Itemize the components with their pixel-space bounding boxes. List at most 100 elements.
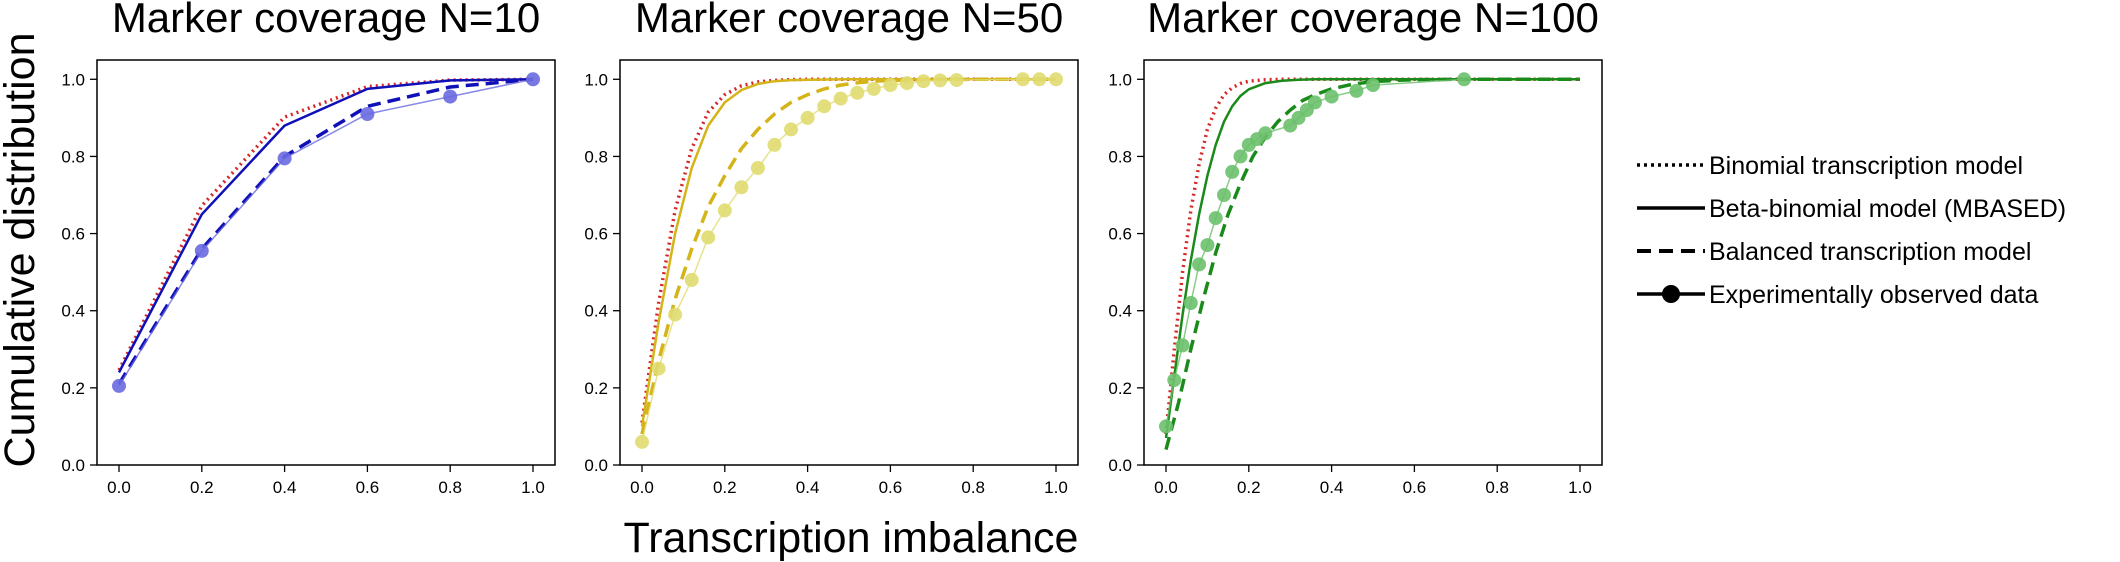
y-tick-label: 0.8 [584, 147, 608, 166]
data-point-observed-n50 [668, 307, 683, 322]
ticks-n100: 0.0 0.2 0.4 0.6 0.8 1.0 0.0 0.2 0.4 0.6 0.8 1.0 [1108, 70, 1591, 497]
data-point-observed-n100 [1159, 419, 1173, 434]
x-tick-label: 0.4 [796, 478, 820, 497]
data-point-observed-n100 [1208, 211, 1223, 226]
data-point-observed-n50 [767, 137, 782, 152]
data-point-observed-n100 [1183, 296, 1198, 310]
data-point-observed-n100 [1167, 373, 1182, 388]
legend-label-observed: Experimentally observed data [1709, 281, 2038, 309]
legend-item-beta-binomial: Beta-binomial model (MBASED) [1637, 195, 2066, 223]
ticks-n50: 0.0 0.2 0.4 0.6 0.8 1.0 0.0 0.2 0.4 0.6 0.8 1.0 [584, 70, 1067, 497]
x-tick-label: 0.0 [1154, 478, 1178, 497]
series-line-dashed-n100 [1164, 77, 1580, 451]
x-tick-label: 1.0 [1044, 478, 1068, 497]
data-point-observed-n100 [1200, 238, 1215, 253]
data-point-observed-n50 [833, 91, 848, 106]
panel-title-n100: Marker coverage N=100 [1147, 0, 1599, 41]
data-point-observed-n100 [1175, 338, 1190, 353]
y-tick-label: 1.0 [584, 70, 608, 89]
data-point-observed-n50 [784, 122, 798, 137]
x-tick-label: 0.8 [438, 478, 462, 497]
legend-label-binomial: Binomial transcription model [1709, 152, 2023, 180]
plot-area-n50 [635, 72, 1063, 449]
data-point-observed-n100 [1308, 95, 1322, 110]
y-tick-label: 0.0 [584, 456, 608, 475]
y-tick-label: 0.6 [61, 225, 85, 244]
data-point-observed-n50 [800, 110, 815, 125]
x-tick-label: 0.2 [190, 478, 214, 497]
y-tick-label: 0.6 [584, 225, 608, 244]
legend-item-observed: Experimentally observed data [1637, 281, 2038, 309]
panel-n50: 0.0 0.2 0.4 0.6 0.8 1.0 0.0 0.2 0.4 0.6 0.8 1.0 Mar… [584, 0, 1079, 497]
x-tick-label: 0.0 [630, 478, 654, 497]
legend-label-beta-binomial: Beta-binomial model (MBASED) [1709, 195, 2066, 223]
x-axis-label: Transcription imbalance [624, 514, 1079, 562]
data-point-observed-n50 [1015, 72, 1030, 87]
data-point-observed-n50 [933, 73, 948, 88]
y-tick-label: 0.4 [584, 302, 608, 321]
data-point-observed-n10 [360, 107, 375, 121]
panel-n100: 0.0 0.2 0.4 0.6 0.8 1.0 0.0 0.2 0.4 0.6 0.8 1.0 Mar… [1108, 0, 1603, 497]
series-line-observed-n10 [118, 78, 534, 387]
panel-n10: 0.0 0.2 0.4 0.6 0.8 1.0 0.0 0.2 0.4 0.6 0.8 1.0 Mar… [61, 0, 556, 497]
data-point-observed-n100 [1225, 164, 1240, 179]
legend-item-binomial: Binomial transcription model [1637, 152, 2023, 180]
y-tick-label: 0.4 [1108, 302, 1132, 321]
x-tick-label: 0.6 [356, 478, 380, 497]
series-line-solid-n100 [1164, 78, 1580, 439]
x-tick-label: 0.6 [1403, 478, 1427, 497]
data-point-observed-n100 [1192, 257, 1207, 272]
legend-label-balanced: Balanced transcription model [1709, 238, 2031, 266]
data-point-observed-n50 [866, 81, 881, 96]
y-tick-label: 0.2 [584, 379, 608, 398]
x-tick-label: 0.8 [1485, 478, 1509, 497]
data-point-observed-n100 [1258, 126, 1273, 141]
data-point-observed-n50 [717, 203, 732, 218]
axes-frame-n100 [1143, 59, 1603, 466]
axes-frame-n10 [96, 59, 556, 466]
series-line-dashed-n10 [117, 77, 534, 385]
data-point-observed-n50 [1032, 72, 1047, 87]
data-point-observed-n100 [1366, 78, 1380, 93]
y-tick-label: 0.6 [1108, 225, 1132, 244]
series-line-observed-n100 [1165, 78, 1465, 427]
plot-area-n100 [1159, 72, 1580, 451]
data-point-observed-n50 [701, 230, 716, 245]
data-point-observed-n10 [277, 151, 292, 166]
data-point-observed-n10 [526, 72, 540, 87]
x-tick-label: 1.0 [521, 478, 545, 497]
series-line-dotted-n10 [117, 77, 534, 371]
x-tick-label: 0.8 [961, 478, 985, 497]
x-tick-label: 0.6 [879, 478, 903, 497]
data-point-observed-n100 [1457, 72, 1472, 87]
data-point-observed-n100 [1349, 83, 1364, 98]
plot-area-n10 [112, 72, 540, 393]
y-tick-label: 0.4 [61, 302, 85, 321]
y-tick-label: 1.0 [1108, 70, 1132, 89]
x-tick-label: 0.2 [1237, 478, 1261, 497]
y-tick-label: 0.8 [61, 147, 85, 166]
legend-swatch-marker [1662, 285, 1680, 303]
x-tick-label: 1.0 [1568, 478, 1592, 497]
data-point-observed-n50 [750, 161, 765, 175]
panel-title-n50: Marker coverage N=50 [635, 0, 1063, 41]
x-tick-label: 0.4 [1320, 478, 1344, 497]
data-point-observed-n50 [817, 99, 832, 114]
legend: Binomial transcription model Beta-binomi… [1637, 152, 2066, 309]
ticks-n10: 0.0 0.2 0.4 0.6 0.8 1.0 0.0 0.2 0.4 0.6 0.8 1.0 [61, 70, 544, 497]
series-line-solid-n50 [640, 78, 1056, 427]
series-line-solid-n10 [117, 78, 534, 373]
data-point-observed-n50 [734, 180, 749, 195]
data-point-observed-n10 [443, 89, 458, 104]
y-tick-label: 1.0 [61, 70, 85, 89]
data-point-observed-n50 [635, 434, 649, 449]
data-point-observed-n50 [900, 76, 914, 91]
data-point-observed-n10 [194, 243, 209, 258]
data-point-observed-n50 [883, 78, 898, 93]
data-point-observed-n100 [1324, 89, 1339, 104]
panel-title-n10: Marker coverage N=10 [112, 0, 540, 41]
data-point-observed-n50 [916, 74, 931, 89]
data-point-observed-n50 [949, 73, 964, 88]
y-tick-label: 0.2 [61, 379, 85, 398]
